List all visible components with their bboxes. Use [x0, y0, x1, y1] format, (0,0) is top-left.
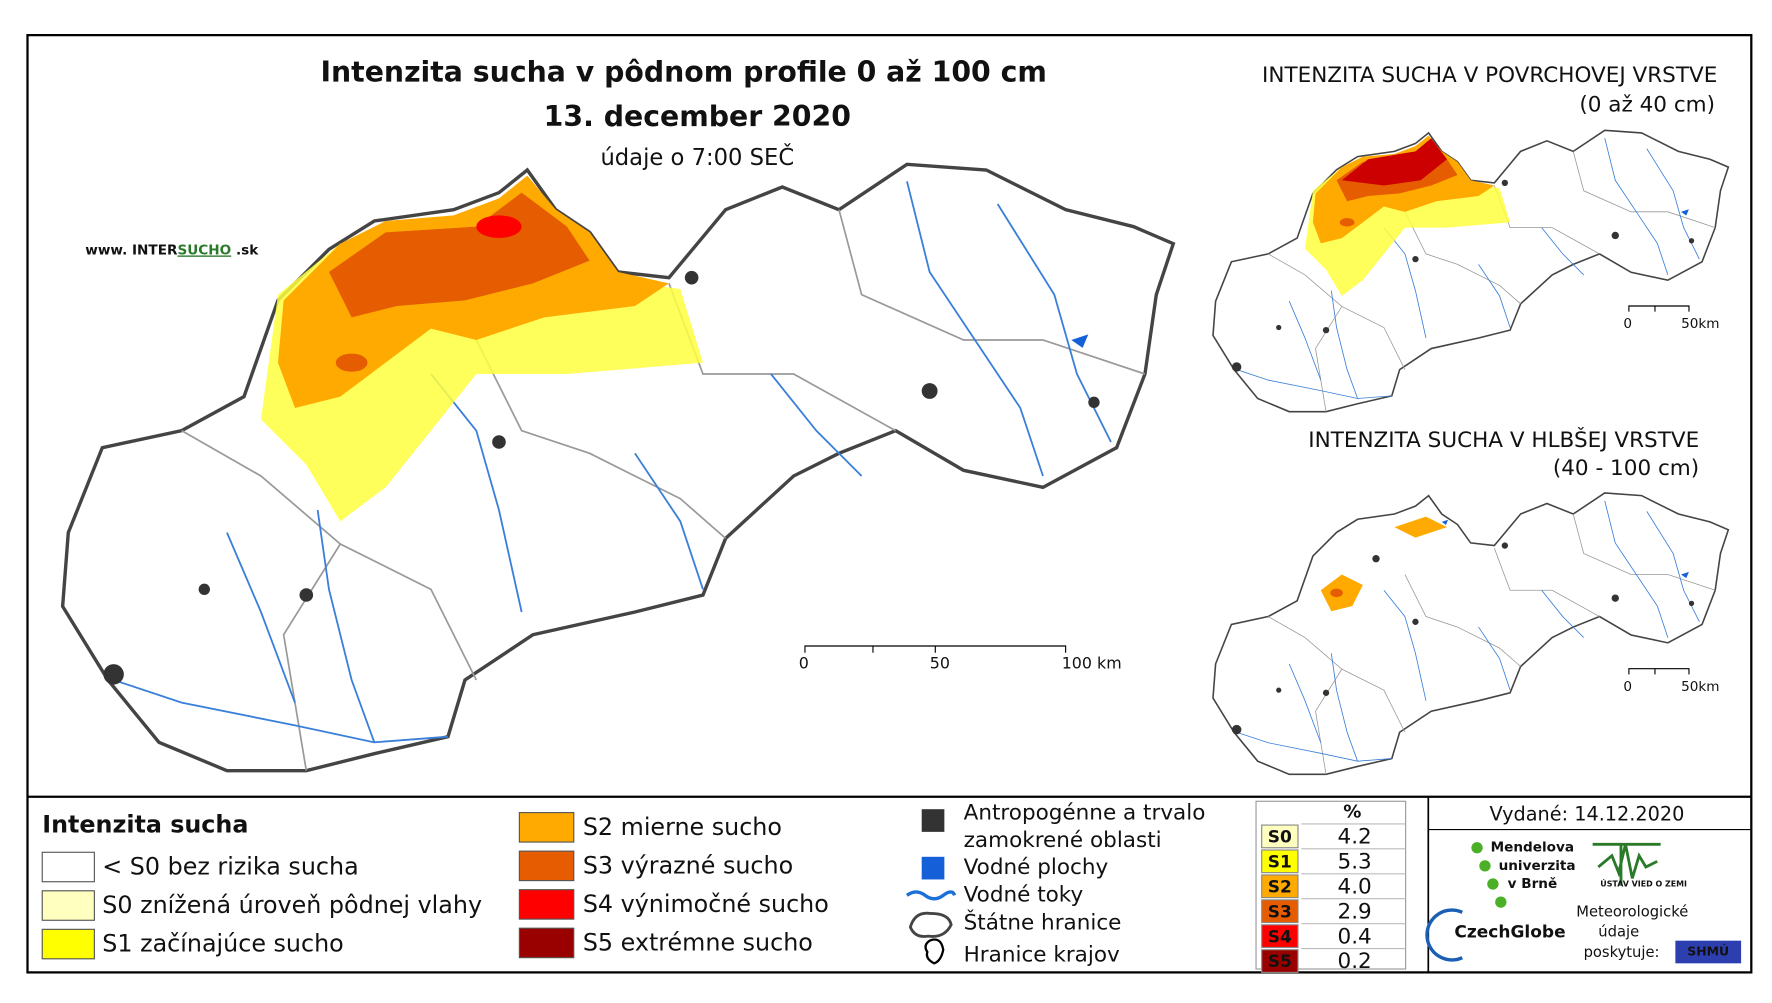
main-scale [804, 645, 1067, 653]
table-code-cell [1261, 949, 1299, 973]
legend-swatch [41, 890, 95, 921]
legend-label: zamokrené oblasti [964, 828, 1162, 853]
time-note: údaje o 7:00 SEČ [600, 143, 794, 171]
table: S0 4.2 S1 5.3 S2 4.0 S3 2.9 S4 0.4 S5 0.2 [1261, 823, 1406, 974]
icon-urban [921, 809, 945, 832]
ustav-logo [1592, 842, 1661, 884]
legend-label: Štátne hranice [964, 910, 1122, 936]
table-value: 0.4 [1338, 924, 1372, 949]
website-brand: SUCHO [177, 242, 231, 258]
shmu: SHMÚ [1687, 944, 1729, 959]
icon-region [924, 938, 945, 965]
table-code: S0 [1268, 828, 1292, 848]
table-code: S5 [1268, 952, 1292, 972]
table-code-cell [1261, 924, 1299, 949]
legend-classes: < S0 bez rizika sucha S0 znížená úroveň p… [41, 812, 829, 960]
mendel: univerzita [1499, 858, 1576, 874]
meteo: Meteorologické [1576, 903, 1688, 920]
table-code-cell [1261, 824, 1299, 849]
legend-label: S4 výnimočné sucho [583, 890, 829, 918]
title: Intenzita sucha v pôdnom profile 0 až 10… [320, 56, 1047, 89]
legend-swatch [518, 889, 575, 920]
table-code: S1 [1268, 852, 1292, 872]
inset-bottom-map [1212, 492, 1730, 776]
mendel-dots [1471, 842, 1507, 908]
legend-label: Antropogénne a trvalo [964, 801, 1206, 826]
icon-river [905, 890, 957, 901]
legend-label: S0 znížená úroveň pôdnej vlahy [102, 891, 482, 919]
legend-swatch [41, 928, 95, 960]
table-code: S3 [1268, 902, 1292, 922]
icon-border [908, 911, 953, 938]
table-value: 4.2 [1338, 825, 1372, 850]
legend-swatch [41, 851, 95, 883]
date: 13. december 2020 [544, 100, 851, 133]
scale-label: 0 [799, 654, 809, 673]
inset-title: INTENZITA SUCHA V HLBŠEJ VRSTVE [1308, 427, 1699, 453]
legend-label: S1 začínajúce sucho [102, 930, 343, 958]
table-value: 4.0 [1338, 874, 1372, 899]
table-value: 2.9 [1338, 899, 1372, 924]
scale-bar [1628, 668, 1690, 675]
scale-label: 100 km [1062, 654, 1122, 673]
legend-label: Hranice krajov [964, 942, 1120, 967]
czechglobe-arc [1425, 908, 1464, 962]
table-code: S4 [1268, 927, 1292, 947]
table-code-cell [1261, 874, 1299, 899]
legend-swatch [518, 812, 575, 843]
table-frame [1255, 800, 1407, 970]
shmu-logo [1675, 940, 1742, 964]
legend-swatch [518, 927, 575, 959]
website-suffix: .sk [231, 242, 259, 258]
website: www. INTERSUCHO .sk [85, 242, 259, 258]
table-code: S2 [1268, 877, 1292, 897]
scale-label: 50km [1681, 316, 1719, 332]
legend-label: Vodné plochy [964, 855, 1109, 880]
scale-label: 50km [1681, 679, 1719, 695]
scale-label: 0 [1623, 679, 1632, 695]
legend-label: S2 mierne sucho [583, 813, 782, 841]
legend-swatch [518, 850, 575, 882]
icon-water [921, 856, 945, 880]
scale-label: 0 [1623, 316, 1632, 332]
scale-bar [1628, 305, 1690, 312]
ustav: ÚSTAV VIED O ZEMI [1600, 878, 1687, 889]
mendel: v Brně [1508, 876, 1558, 892]
legend-label: Vodné toky [964, 882, 1084, 907]
legend-label: S5 extrémne sucho [583, 929, 813, 957]
table-header: % [1343, 802, 1361, 823]
website-prefix: www. INTER [85, 242, 178, 258]
meteo: poskytuje: [1584, 944, 1660, 961]
mendel: Mendelova [1491, 840, 1574, 856]
table-value: 0.2 [1338, 949, 1372, 974]
legend-label: < S0 bez rizika sucha [102, 853, 358, 881]
frame [26, 34, 1753, 974]
meteo: údaje [1598, 924, 1639, 941]
inset-subtitle: (0 až 40 cm) [1579, 92, 1715, 117]
issued: Vydané: 14.12.2020 [1489, 802, 1684, 825]
inset-top-map [1212, 129, 1730, 413]
table-code-cell [1261, 849, 1299, 874]
table-value: 5.3 [1338, 849, 1372, 874]
legend-icons [905, 809, 957, 965]
scale-bar [804, 645, 1067, 653]
inset-title: INTENZITA SUCHA V POVRCHOVEJ VRSTVE [1262, 63, 1717, 88]
table-code-cell [1261, 899, 1299, 924]
czechglobe: CzechGlobe [1454, 923, 1565, 943]
legend-title: Intenzita sucha [42, 811, 248, 839]
inset-subtitle: (40 - 100 cm) [1553, 456, 1699, 481]
legend-label: S3 výrazné sucho [583, 852, 793, 880]
scale-label: 50 [930, 654, 950, 673]
